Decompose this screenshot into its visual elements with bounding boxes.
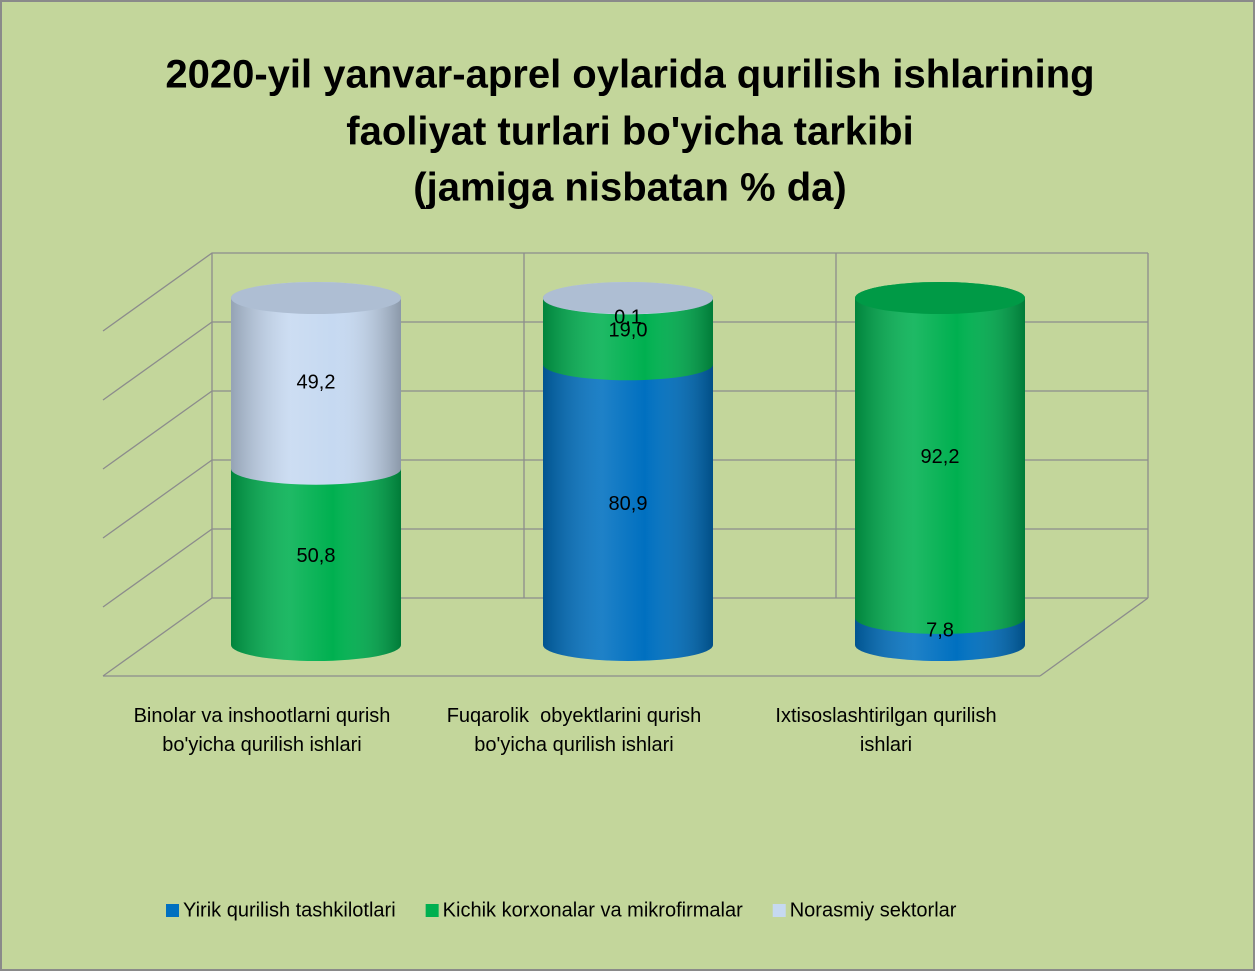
grid-line: [102, 597, 1148, 677]
x-tick-label: Fuqarolik obyektlarini qurish bo'yicha qu…: [447, 705, 702, 756]
data-label: 49,2: [297, 372, 336, 394]
shade: [231, 282, 401, 485]
shade: [231, 452, 401, 661]
x-tick-label-line: Fuqarolik obyektlarini qurish: [447, 705, 702, 727]
data-label: 7,8: [926, 620, 954, 642]
shade: [231, 282, 401, 314]
x-tick-label-line: bo'yicha qurilish ishlari: [162, 734, 361, 756]
shade: [855, 282, 1025, 314]
shade: [543, 282, 713, 314]
shade: [543, 348, 713, 661]
legend-label: Norasmiy sektorlar: [790, 899, 957, 921]
x-tick-label-line: Binolar va inshootlarni qurish: [134, 705, 391, 727]
grid-line: [102, 321, 1148, 401]
grid-line: [102, 459, 1148, 539]
x-tick-label-line: Ixtisoslashtirilgan qurilish: [775, 705, 996, 727]
cylinder-top: [543, 282, 713, 314]
data-label: 0,1: [614, 306, 642, 328]
data-label: 92,2: [921, 446, 960, 468]
legend-swatch: [425, 904, 439, 917]
grid-line: [102, 390, 1148, 470]
legend-swatch: [772, 904, 786, 917]
cylinder-top: [231, 282, 401, 314]
grid-line: [102, 252, 1148, 332]
legend-label: Yirik qurilish tashkilotlari: [183, 899, 396, 921]
cylinder-top: [855, 282, 1025, 314]
data-label: 50,8: [297, 545, 336, 567]
shade: [855, 282, 1025, 634]
legend-label: Kichik korxonalar va mikrofirmalar: [443, 899, 743, 921]
walls: [103, 253, 1149, 677]
x-tick-label: Ixtisoslashtirilgan qurilish ishlari: [775, 705, 996, 756]
x-tick-label-line: ishlari: [860, 734, 912, 756]
data-label: 80,9: [609, 493, 648, 515]
chart-title: (jamiga nisbatan % da): [413, 166, 846, 210]
x-tick-label-line: bo'yicha qurilish ishlari: [474, 734, 673, 756]
chart-title: 2020-yil yanvar-aprel oylarida qurilish …: [165, 53, 1094, 97]
data-label: 19,0: [609, 320, 648, 342]
grid-line: [102, 528, 1148, 608]
x-tick-label: Binolar va inshootlarni qurish bo'yicha q…: [134, 705, 391, 756]
chart-title: faoliyat turlari bo'yicha tarkibi: [346, 110, 913, 154]
legend-swatch: [166, 904, 179, 917]
